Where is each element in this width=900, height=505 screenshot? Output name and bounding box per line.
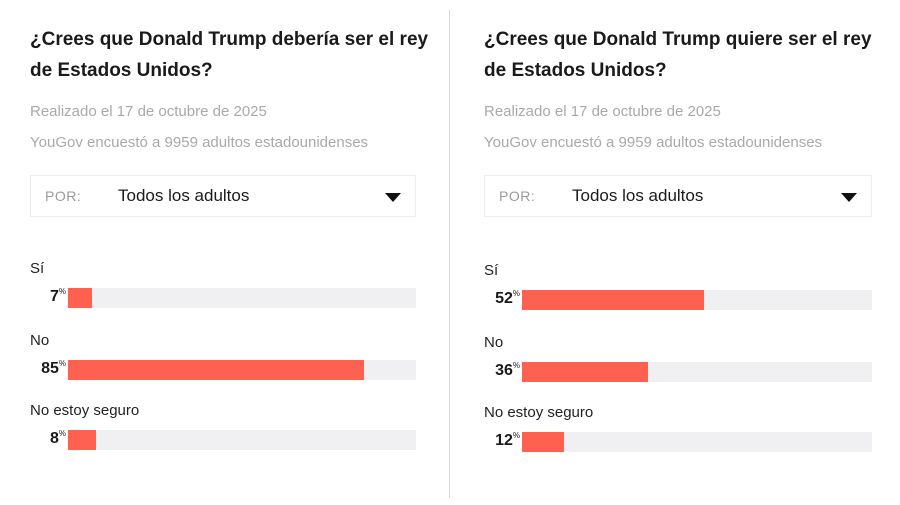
category-label: No [484,334,504,351]
poll-source: YouGov encuestó a 9959 adultos estadouni… [484,134,823,151]
poll-source: YouGov encuestó a 9959 adultos estadouni… [30,134,369,151]
category-label: Sí [30,260,45,277]
audience-dropdown[interactable]: POR: Todos los adultos [484,175,872,217]
data-label: 52% [495,289,520,307]
caret-down-icon [841,193,857,202]
poll-date: Realizado el 17 de octubre de 2025 [484,103,721,120]
bar-track [522,362,872,382]
poll-date: Realizado el 17 de octubre de 2025 [30,103,267,120]
data-label: 36% [495,361,520,379]
poll-panel: ¿Crees que Donald Trump quiere ser el re… [484,0,872,505]
chart-title: ¿Crees que Donald Trump quiere ser el re… [484,29,872,81]
category-label: No estoy seguro [30,402,140,419]
audience-dropdown[interactable]: POR: Todos los adultos [30,175,416,217]
bar [68,430,96,450]
bar-track [68,360,416,380]
data-label: 12% [495,431,520,449]
poll-panel: ¿Crees que Donald Trump debería ser el r… [30,0,428,505]
caret-down-icon [385,193,401,202]
filter-label: POR: [499,188,536,204]
data-label: 7% [49,287,66,305]
filter-value: Todos los adultos [118,186,250,205]
category-label: No [30,332,50,349]
bar [522,362,648,382]
chart-title: ¿Crees que Donald Trump debería ser el r… [30,29,429,81]
data-label: 8% [49,429,66,447]
filter-label: POR: [45,188,82,204]
bar-track [522,290,872,310]
category-label: No estoy seguro [484,404,594,421]
bar [522,290,704,310]
bar [522,432,564,452]
panel-divider [449,10,450,498]
bar-track [68,288,416,308]
data-label: 85% [41,359,66,377]
category-label: Sí [484,262,499,279]
bar [68,360,364,380]
filter-value: Todos los adultos [572,186,704,205]
bar [68,288,93,308]
bar-track [522,432,872,452]
bar-track [68,430,416,450]
